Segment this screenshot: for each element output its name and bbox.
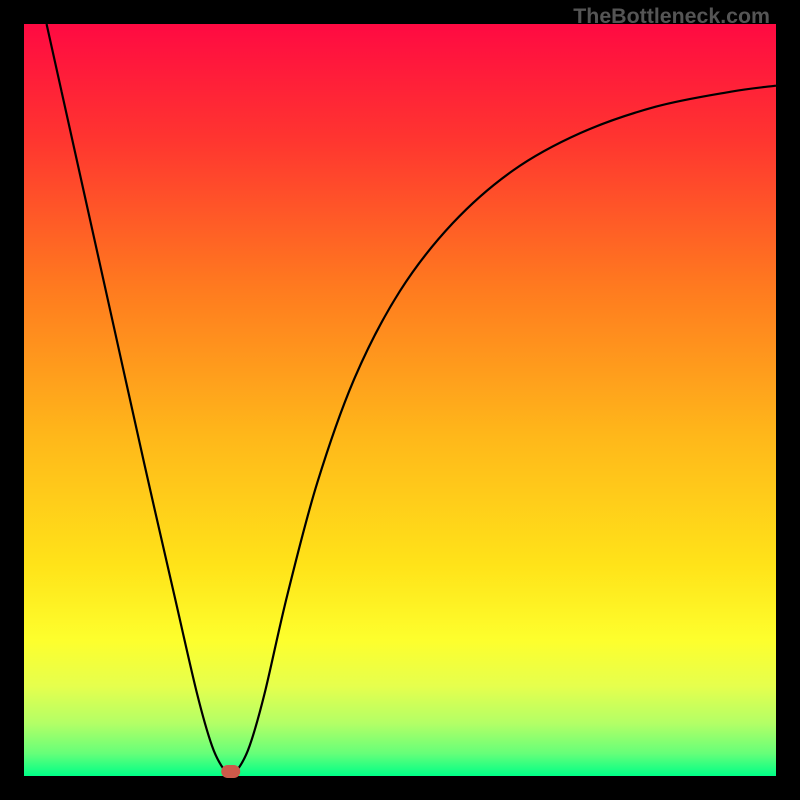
bottleneck-curve-layer [24, 24, 776, 776]
optimal-point-marker [221, 765, 241, 777]
plot-container [24, 24, 776, 776]
bottleneck-curve [47, 24, 776, 772]
watermark-text: TheBottleneck.com [573, 4, 770, 29]
